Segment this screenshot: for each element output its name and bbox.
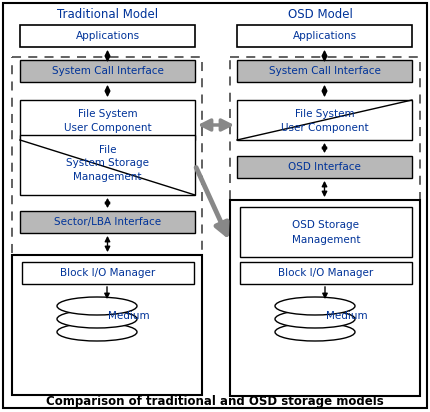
Ellipse shape — [57, 323, 137, 341]
Bar — [20, 60, 195, 82]
Text: Applications: Applications — [292, 31, 356, 41]
Text: File System: File System — [78, 109, 137, 119]
Bar — [22, 262, 194, 284]
Text: OSD Interface: OSD Interface — [288, 162, 361, 172]
Text: Applications: Applications — [75, 31, 140, 41]
Ellipse shape — [57, 310, 137, 328]
Ellipse shape — [275, 323, 355, 341]
Text: Comparison of traditional and OSD storage models: Comparison of traditional and OSD storag… — [46, 395, 384, 407]
Text: Sector/LBA Interface: Sector/LBA Interface — [54, 217, 161, 227]
Bar — [20, 135, 195, 195]
Text: Medium: Medium — [326, 311, 368, 321]
Bar — [20, 211, 195, 233]
Text: File: File — [99, 145, 116, 155]
Bar — [20, 25, 195, 47]
Bar — [20, 100, 195, 140]
Text: Block I/O Manager: Block I/O Manager — [60, 268, 156, 278]
Text: Block I/O Manager: Block I/O Manager — [278, 268, 374, 278]
Text: Management: Management — [292, 235, 360, 245]
Bar — [12, 255, 202, 395]
Text: System Call Interface: System Call Interface — [52, 66, 163, 76]
Ellipse shape — [57, 297, 137, 315]
Text: OSD Model: OSD Model — [288, 7, 353, 21]
Ellipse shape — [275, 297, 355, 315]
Bar — [230, 57, 420, 255]
Text: User Component: User Component — [281, 123, 369, 133]
Text: System Call Interface: System Call Interface — [269, 66, 381, 76]
Ellipse shape — [275, 310, 355, 328]
Text: User Component: User Component — [64, 123, 151, 133]
Text: Medium: Medium — [108, 311, 150, 321]
Bar — [230, 200, 420, 396]
Bar — [237, 100, 412, 140]
Text: File System: File System — [295, 109, 354, 119]
Bar — [12, 57, 202, 290]
Bar — [237, 156, 412, 178]
Text: Traditional Model: Traditional Model — [58, 7, 159, 21]
Bar — [240, 262, 412, 284]
Text: Management: Management — [73, 172, 142, 182]
Text: System Storage: System Storage — [66, 158, 149, 168]
Text: OSD Storage: OSD Storage — [292, 220, 359, 230]
Bar — [237, 60, 412, 82]
Bar — [237, 25, 412, 47]
Bar — [240, 207, 412, 257]
